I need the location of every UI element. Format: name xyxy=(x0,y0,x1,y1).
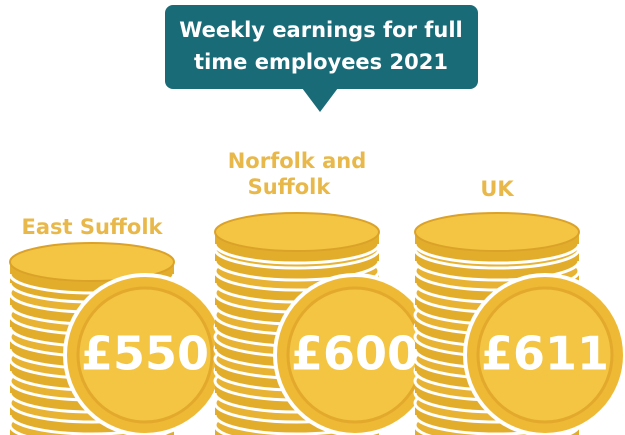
stack-label: Suffolk xyxy=(248,175,332,199)
callout-pointer xyxy=(302,88,338,112)
stack-label: East Suffolk xyxy=(21,215,163,239)
stack-label: UK xyxy=(480,177,514,201)
infographic: Weekly earnings for full time employees … xyxy=(0,0,625,435)
coin-layer-top xyxy=(215,213,379,251)
title-line: Weekly earnings for full xyxy=(179,18,463,42)
title-callout: Weekly earnings for full time employees … xyxy=(165,5,478,112)
coin-layer-top xyxy=(415,213,579,251)
coin-value: £600 xyxy=(291,327,419,381)
coin-value: £550 xyxy=(81,327,209,381)
coin-value: £611 xyxy=(481,327,609,381)
stack-label: Norfolk and xyxy=(228,149,367,173)
title-line: time employees 2021 xyxy=(194,50,448,74)
